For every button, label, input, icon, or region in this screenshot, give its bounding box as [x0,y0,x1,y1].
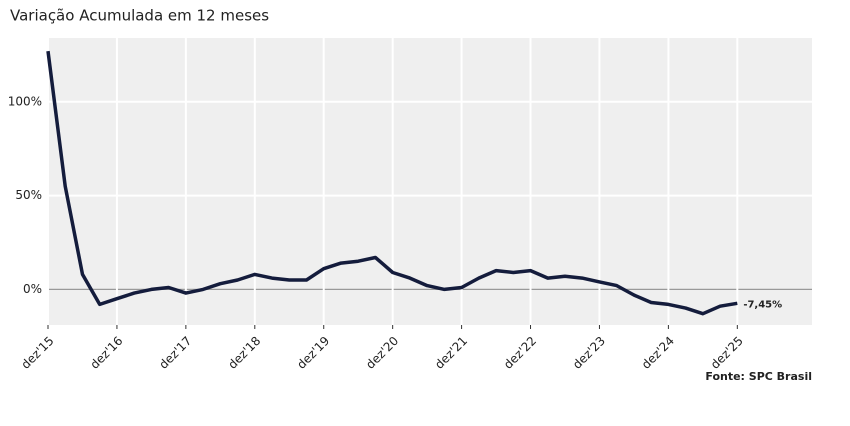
x-tick-label: dez'22 [501,334,539,372]
x-tick-label: dez'21 [432,334,470,372]
source-note: Fonte: SPC Brasil [705,370,812,383]
y-tick-label: 100% [8,94,42,108]
plot-area [48,38,812,325]
y-tick-label: 0% [23,282,42,296]
end-label: -7,45% [743,299,782,310]
x-tick-label: dez'24 [639,334,677,372]
y-tick-label: 50% [15,188,42,202]
x-tick-label: dez'20 [363,334,401,372]
x-tick-label: dez'23 [570,334,608,372]
x-tick-label: dez'25 [708,334,746,372]
x-tick-label: dez'18 [225,334,263,372]
chart-title: Variação Acumulada em 12 meses [10,7,269,25]
line [46,50,738,316]
x-tick-label: dez'19 [294,334,332,372]
x-tick-label: dez'16 [87,334,125,372]
x-tick-label: dez'17 [156,334,194,372]
x-tick-label: dez'15 [19,334,57,372]
